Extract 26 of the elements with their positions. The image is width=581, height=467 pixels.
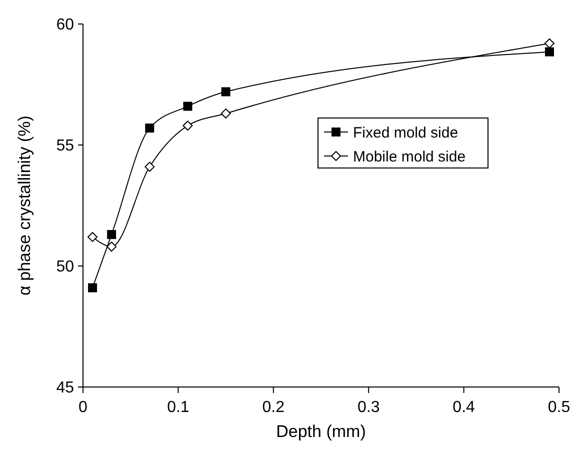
x-tick-label: 0.2 (262, 399, 285, 416)
point (144, 162, 155, 172)
point (544, 38, 554, 48)
y-axis-title: α phase crystallinity (%) (15, 116, 34, 296)
point (107, 230, 116, 240)
y-tick-label: 60 (56, 16, 74, 34)
point (221, 87, 230, 96)
x-tick-label: 0.4 (452, 399, 476, 416)
point (88, 283, 98, 292)
y-tick-label: 45 (56, 380, 74, 397)
x-axis-title: Depth (mm) (276, 422, 366, 441)
point (182, 120, 193, 131)
point (544, 47, 554, 56)
x-tick-label: 0 (78, 399, 88, 416)
y-tick-label: 55 (56, 138, 74, 155)
x-tick-label: 0.3 (357, 399, 380, 416)
x-tick-label: 0.5 (548, 399, 570, 416)
point (220, 108, 231, 119)
x-tick-label: 0.1 (167, 399, 190, 416)
point (145, 124, 154, 133)
legend-label: Fixed mold side (353, 124, 458, 142)
y-tick-label: 50 (56, 258, 74, 276)
point (183, 102, 192, 111)
legend-label: Mobile mold side (353, 148, 466, 166)
point (88, 232, 98, 242)
point (106, 242, 117, 252)
